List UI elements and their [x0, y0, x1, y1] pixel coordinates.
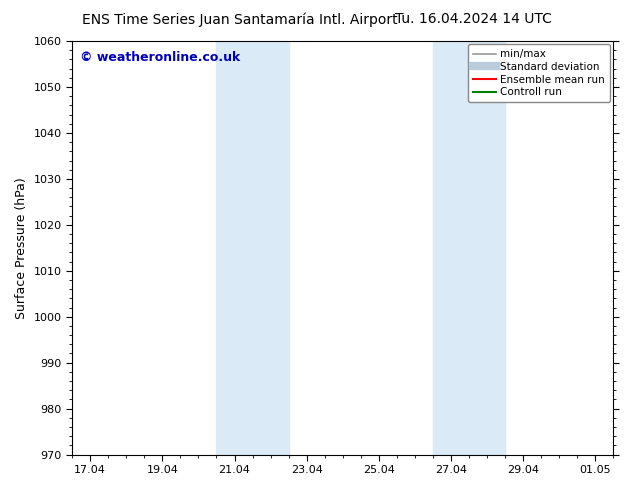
Text: ENS Time Series Juan Santamaría Intl. Airport: ENS Time Series Juan Santamaría Intl. Ai…	[82, 12, 398, 27]
Bar	[433, 41, 505, 455]
Legend: min/max, Standard deviation, Ensemble mean run, Controll run: min/max, Standard deviation, Ensemble me…	[468, 44, 611, 102]
Bar	[216, 41, 288, 455]
Text: © weatheronline.co.uk: © weatheronline.co.uk	[81, 51, 240, 64]
Y-axis label: Surface Pressure (hPa): Surface Pressure (hPa)	[15, 177, 28, 318]
Text: Tu. 16.04.2024 14 UTC: Tu. 16.04.2024 14 UTC	[395, 12, 552, 26]
